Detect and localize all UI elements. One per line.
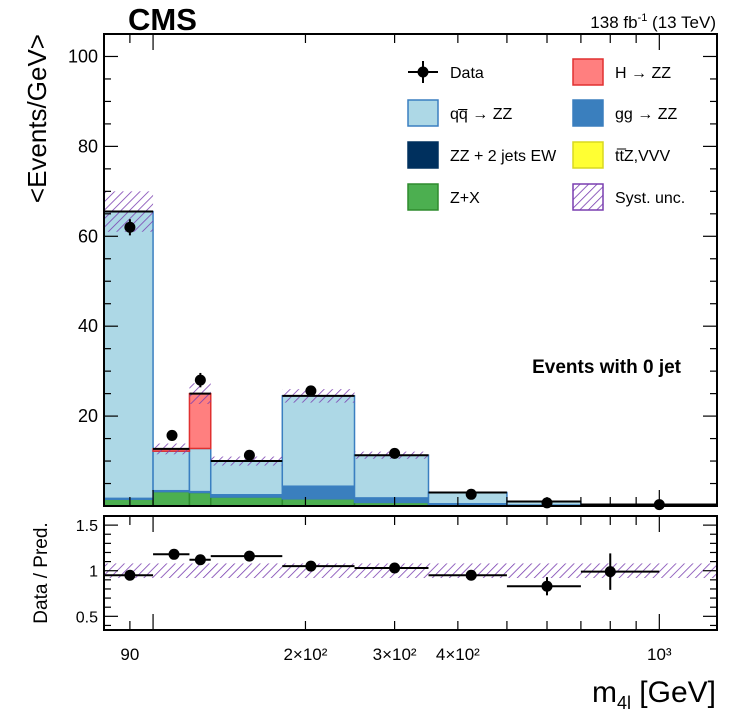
ratio-point-6 [428, 569, 507, 581]
ratio-y-tick-label: 1.5 [76, 518, 98, 535]
ratio-marker [604, 566, 616, 578]
data-marker [465, 488, 477, 500]
ratio-point-8 [580, 553, 660, 590]
legend-swatch-ttZ [572, 141, 604, 169]
ratio-y-axis-title: Data / Pred. [31, 522, 52, 623]
bar-qqZZ-4 [281, 395, 356, 487]
bar-ggZZ-4 [281, 485, 356, 500]
y-tick-label: 100 [68, 46, 98, 66]
bar-ZX-2 [188, 491, 212, 506]
legend-swatch-syst [572, 183, 604, 211]
x-tick-label: 90 [120, 645, 139, 664]
x-axis-title: m4l [GeV] [592, 676, 716, 713]
ratio-point-2 [189, 554, 211, 566]
data-marker [166, 429, 178, 441]
x-tick-label: 2×10² [283, 645, 327, 664]
series-qqZZ [104, 210, 717, 506]
data-marker [124, 221, 136, 233]
data-point-3 [243, 449, 255, 461]
data-point-5 [389, 447, 401, 459]
annotation-label: Events with 0 jet [532, 357, 682, 378]
data-marker [389, 447, 401, 459]
ratio-marker [243, 550, 255, 562]
data-marker [305, 385, 317, 397]
legend-label-ttZ: tt̅Z,VVV [615, 148, 670, 165]
data-point-0 [124, 219, 136, 236]
ratio-marker [541, 580, 553, 592]
legend-item-data: Data [408, 61, 484, 83]
ratio-y-tick-label: 0.5 [76, 609, 98, 626]
ratio-marker [168, 548, 180, 560]
bar-ZX-3 [209, 496, 284, 506]
bar-qqZZ-2 [188, 447, 212, 493]
ratio-point-0 [104, 569, 154, 581]
legend-item-syst: Syst. unc. [572, 183, 685, 211]
ratio-point-7 [506, 577, 581, 596]
ratio-marker [194, 554, 206, 566]
legend-item-H: H → ZZ [572, 58, 671, 86]
legend-item-qqZZ: qq̅ → ZZ [407, 99, 512, 127]
legend-label-syst: Syst. unc. [615, 190, 685, 207]
legend-item-ttZ: tt̅Z,VVV [572, 141, 670, 169]
ratio-points [104, 548, 660, 596]
ratio-point-5 [354, 562, 429, 574]
data-point-6 [465, 488, 477, 500]
bar-ZX-0 [104, 498, 154, 506]
y-tick-label: 40 [78, 316, 98, 336]
legend-label-ZX: Z+X [450, 190, 480, 207]
ratio-band-rect [104, 563, 717, 579]
x-tick-label: 10³ [647, 645, 672, 664]
legend-item-ZX: Z+X [407, 183, 480, 211]
bar-ZX-1 [152, 490, 191, 506]
ratio-axes: 0.5 1 1.5 90 2×10² 3×10² 4×10² 10³ [76, 515, 718, 664]
legend-swatch-H [572, 58, 604, 86]
ratio-marker [305, 560, 317, 572]
ratio-marker [389, 562, 401, 574]
legend-item-ggZZ: gg → ZZ [572, 99, 677, 127]
lumi-label: 138 fb-1 (13 TeV) [590, 12, 716, 32]
data-point-2 [194, 372, 206, 388]
stacked-histogram [104, 191, 717, 506]
legend-item-EW: ZZ + 2 jets EW [407, 141, 557, 169]
legend-swatch-EW [407, 141, 439, 169]
x-tick-label: 3×10² [373, 645, 417, 664]
x-tick-label: 4×10² [436, 645, 480, 664]
legend-label-qqZZ: qq̅ → ZZ [450, 106, 512, 123]
legend: Data H → ZZ qq̅ → ZZ gg → ZZ ZZ + 2 jets EW t… [407, 58, 685, 211]
bar-ZX-4 [281, 498, 356, 506]
data-point-4 [305, 385, 317, 397]
y-tick-label: 60 [78, 226, 98, 246]
ratio-syst-band [104, 563, 717, 579]
legend-label-EW: ZZ + 2 jets EW [450, 148, 557, 165]
main-axes: 20 40 60 80 100 [68, 33, 718, 507]
bar-qqZZ-5 [353, 454, 430, 499]
data-point-1 [166, 429, 178, 441]
data-marker [243, 449, 255, 461]
main-frame [103, 33, 718, 507]
cms-label: CMS [128, 2, 197, 37]
legend-swatch-qqZZ [407, 99, 439, 127]
ratio-marker [124, 569, 136, 581]
legend-swatch-ggZZ [572, 99, 604, 127]
legend-label-H: H → ZZ [615, 65, 671, 82]
y-axis-title: <Events/GeV> [22, 34, 52, 203]
ratio-point-1 [153, 548, 190, 560]
bar-qqZZ-1 [152, 450, 191, 492]
ratio-point-3 [210, 550, 283, 562]
legend-swatch-ZX [407, 183, 439, 211]
ratio-point-4 [282, 560, 355, 572]
data-marker [194, 374, 206, 386]
bar-qqZZ-3 [209, 460, 284, 496]
legend-data-marker [417, 66, 429, 78]
legend-label-ggZZ: gg → ZZ [615, 106, 677, 123]
y-tick-label: 80 [78, 136, 98, 156]
legend-label-data: Data [450, 65, 484, 82]
ratio-y-tick-label: 1 [89, 564, 98, 581]
ratio-frame [103, 515, 718, 631]
ratio-marker [465, 569, 477, 581]
bar-qqZZ-0 [104, 210, 154, 500]
y-tick-label: 20 [78, 406, 98, 426]
